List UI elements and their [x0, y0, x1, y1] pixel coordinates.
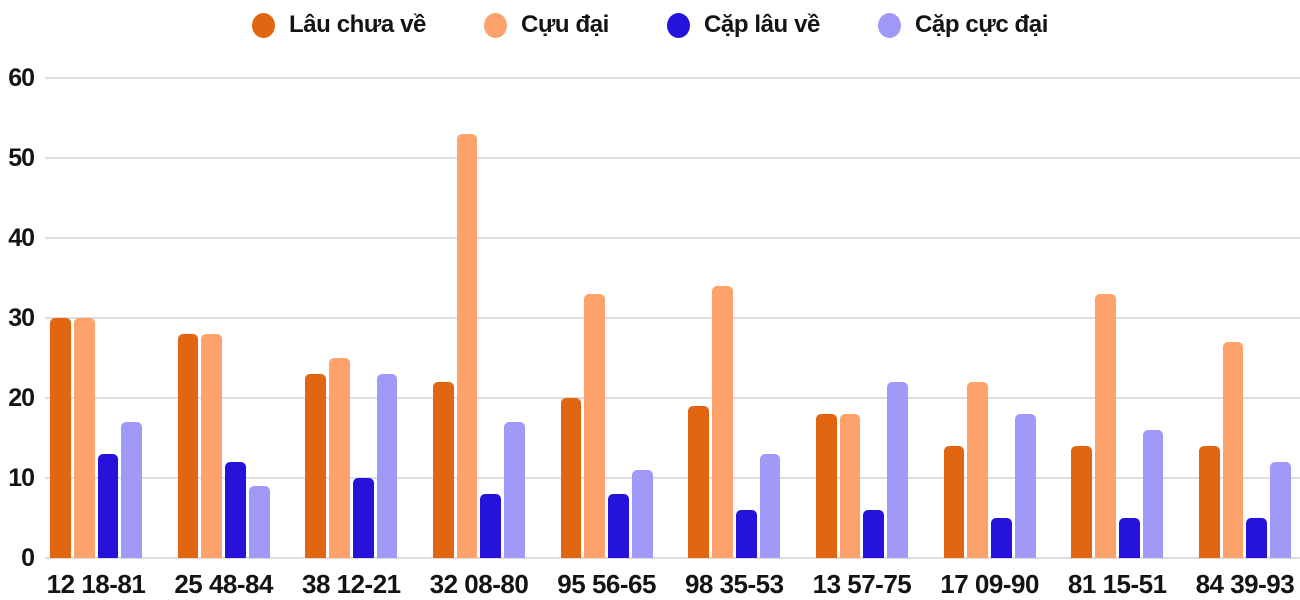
bar-2: [1095, 294, 1116, 558]
bar-3: [225, 462, 246, 558]
bar-group: 81 15-51: [1068, 78, 1167, 597]
bar-group: 13 57-75: [813, 78, 912, 597]
bar-2: [712, 286, 733, 558]
x-axis-category-label: 81 15-51: [1067, 569, 1167, 599]
bar-1: [943, 446, 965, 558]
gridline: [45, 557, 1300, 559]
legend-color-swatch-icon: [251, 12, 275, 38]
bar-1: [688, 406, 710, 558]
bar-2: [201, 334, 223, 558]
bar-2: [584, 294, 606, 558]
bar-2: [456, 134, 478, 558]
bar-4: [759, 454, 781, 558]
legend-label: Cựu đại: [521, 11, 609, 38]
bar-3: [735, 510, 757, 558]
legend-item[interactable]: Lâu chưa về: [251, 11, 427, 39]
gridline: [45, 77, 1300, 79]
bar-1: [305, 374, 327, 558]
gridline: [45, 157, 1300, 159]
bar-3: [480, 494, 502, 558]
x-axis-category-label: 25 48-84: [174, 569, 273, 599]
bar-3: [97, 454, 119, 558]
bar-1: [50, 318, 71, 558]
bar-2: [329, 358, 350, 558]
bar-4: [121, 422, 142, 558]
gridline: [45, 317, 1300, 319]
x-axis-category-label: 84 39-93: [1195, 569, 1295, 599]
bar-3: [608, 494, 629, 558]
bar-3: [1246, 518, 1268, 558]
legend-item[interactable]: Cặp lâu về: [666, 11, 820, 39]
gridline: [45, 477, 1300, 479]
bar-2: [73, 318, 95, 558]
bar-1: [815, 414, 837, 558]
bar-4: [504, 422, 525, 558]
legend-color-swatch-icon: [666, 12, 690, 38]
bar-group: 95 56-65: [557, 78, 656, 597]
bar-group: 84 39-93: [1196, 78, 1295, 597]
bar-group: 38 12-21: [302, 78, 401, 597]
bar-1: [1198, 446, 1220, 558]
bar-2: [1222, 342, 1244, 558]
y-axis-tick-label: 0: [21, 544, 35, 572]
bar-3: [352, 478, 374, 558]
bar-1: [1071, 446, 1092, 558]
legend-label: Cặp lâu về: [703, 11, 820, 38]
legend-item[interactable]: Cựu đại: [484, 11, 609, 39]
bar-group: 98 35-53: [685, 78, 784, 597]
x-axis-category-label: 12 18-81: [46, 569, 146, 599]
bar-3: [863, 510, 885, 558]
bar-3: [1118, 518, 1140, 558]
x-axis-category-label: 38 12-21: [301, 569, 401, 599]
bar-4: [248, 486, 270, 558]
x-axis-category-label: 98 35-53: [684, 569, 784, 599]
bar-groups-container: 12 18-81 25 48-84 38 12-21 32 08-80 95 56-65…: [47, 78, 1295, 597]
bar-4: [1270, 462, 1291, 558]
y-axis-tick-label: 20: [8, 384, 35, 412]
legend: Lâu chưa về Cựu đại Cặp lâu về Cặp cực đại: [0, 11, 1300, 39]
x-axis-category-label: 17 09-90: [940, 569, 1039, 599]
y-axis-tick-label: 10: [8, 464, 35, 492]
legend-color-swatch-icon: [484, 12, 508, 38]
bar-group: 17 09-90: [940, 78, 1039, 597]
bar-2: [839, 414, 861, 558]
legend-item[interactable]: Cặp cực đại: [878, 11, 1048, 39]
bar-1: [432, 382, 454, 558]
bar-4: [631, 470, 653, 558]
bar-group: 32 08-80: [430, 78, 529, 597]
bar-group: 12 18-81: [47, 78, 146, 597]
x-axis-category-label: 32 08-80: [429, 569, 529, 599]
bar-4: [1142, 430, 1164, 558]
bar-4: [1014, 414, 1036, 558]
legend-label: Cặp cực đại: [915, 11, 1049, 38]
gridline: [45, 397, 1300, 399]
bar-4: [887, 382, 908, 558]
legend-color-swatch-icon: [878, 12, 901, 38]
plot-area: 0 10 20 30 40 50 60 12 18-81 25 48-84 38 12-21 32…: [0, 64, 1300, 597]
bar-1: [177, 334, 199, 558]
y-axis-tick-label: 60: [8, 64, 35, 92]
gridline: [45, 237, 1300, 239]
y-axis-tick-label: 50: [8, 144, 35, 172]
bar-4: [376, 374, 398, 558]
bar-2: [967, 382, 989, 558]
x-axis-category-label: 13 57-75: [812, 569, 912, 599]
legend-label: Lâu chưa về: [288, 11, 427, 38]
y-axis-tick-label: 30: [8, 304, 35, 332]
y-axis-tick-label: 40: [8, 224, 35, 252]
bar-1: [560, 398, 582, 558]
bar-3: [991, 518, 1012, 558]
x-axis-category-label: 95 56-65: [557, 569, 656, 599]
bar-group: 25 48-84: [174, 78, 273, 597]
